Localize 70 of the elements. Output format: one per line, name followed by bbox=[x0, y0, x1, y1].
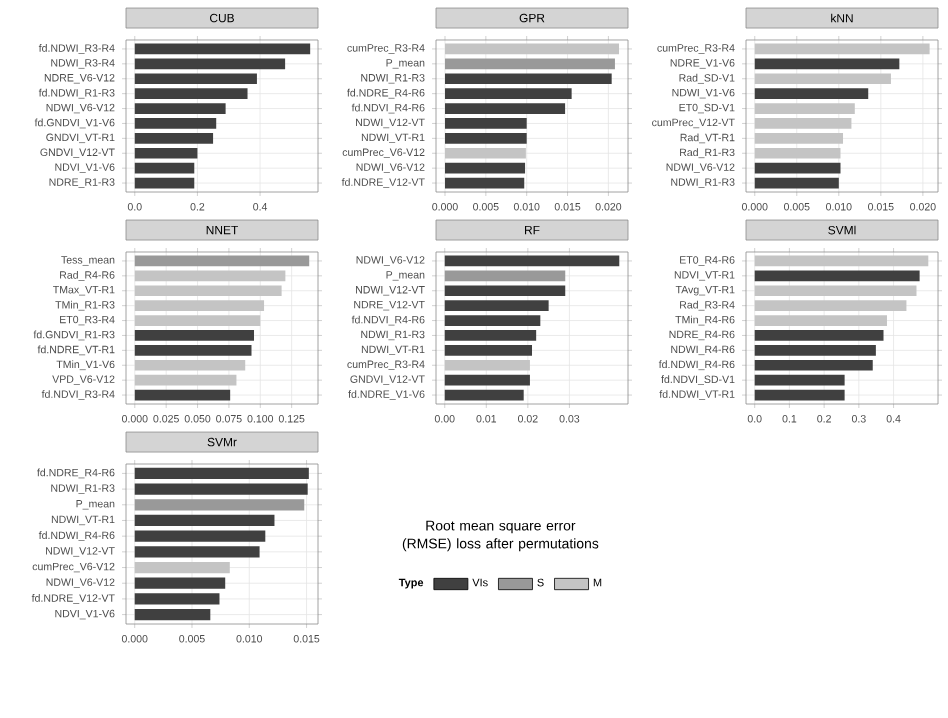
bar bbox=[754, 389, 845, 401]
bar bbox=[754, 330, 884, 341]
bar bbox=[134, 300, 265, 312]
bar bbox=[754, 88, 869, 100]
bar bbox=[444, 88, 572, 100]
bar bbox=[444, 359, 530, 371]
bar bbox=[444, 132, 527, 144]
bar bbox=[134, 374, 237, 386]
bar bbox=[134, 359, 246, 371]
bar bbox=[444, 270, 566, 282]
bar bbox=[444, 162, 526, 174]
bar bbox=[134, 467, 309, 480]
bar bbox=[754, 73, 891, 85]
bar bbox=[754, 177, 839, 189]
bar bbox=[444, 177, 525, 189]
bar bbox=[754, 118, 852, 129]
bar bbox=[754, 255, 929, 267]
bar bbox=[444, 300, 549, 312]
bar bbox=[754, 300, 907, 312]
bar bbox=[134, 530, 266, 542]
bar bbox=[134, 270, 286, 282]
bar bbox=[134, 162, 195, 174]
bar bbox=[134, 103, 226, 114]
bar bbox=[754, 285, 917, 297]
bar bbox=[134, 118, 217, 129]
bar bbox=[134, 577, 226, 589]
bar bbox=[444, 330, 537, 341]
bar bbox=[444, 147, 526, 159]
bar bbox=[444, 73, 612, 85]
bar bbox=[444, 58, 615, 70]
bar bbox=[754, 132, 844, 144]
bar bbox=[754, 58, 900, 70]
bar bbox=[134, 255, 310, 267]
bar bbox=[134, 177, 195, 189]
bar bbox=[134, 58, 286, 70]
bar bbox=[134, 593, 220, 605]
bar bbox=[134, 608, 211, 621]
bar bbox=[134, 147, 198, 159]
bar bbox=[134, 88, 248, 100]
bar bbox=[444, 103, 566, 114]
bar bbox=[134, 344, 252, 356]
bar bbox=[134, 315, 261, 326]
bar bbox=[134, 546, 260, 558]
bar bbox=[444, 255, 620, 267]
bar bbox=[134, 330, 255, 341]
bar bbox=[444, 285, 566, 297]
bar bbox=[444, 315, 541, 326]
bar bbox=[134, 132, 214, 144]
bar bbox=[754, 43, 930, 55]
bar bbox=[444, 374, 530, 386]
bar bbox=[754, 162, 841, 174]
bar bbox=[134, 514, 275, 527]
bar bbox=[134, 483, 308, 495]
bar bbox=[134, 389, 231, 401]
bar bbox=[754, 147, 841, 159]
bar bbox=[754, 344, 876, 356]
bar bbox=[134, 561, 230, 574]
bar bbox=[134, 73, 257, 85]
bar bbox=[134, 285, 282, 297]
bar bbox=[754, 270, 920, 282]
bar bbox=[754, 359, 873, 371]
bar bbox=[444, 43, 620, 55]
bar bbox=[444, 344, 533, 356]
bar bbox=[754, 103, 855, 114]
bar bbox=[444, 118, 527, 129]
bar bbox=[754, 374, 845, 386]
bar bbox=[754, 315, 887, 326]
bar bbox=[444, 389, 524, 401]
bar bbox=[134, 499, 305, 511]
bar bbox=[134, 43, 311, 55]
